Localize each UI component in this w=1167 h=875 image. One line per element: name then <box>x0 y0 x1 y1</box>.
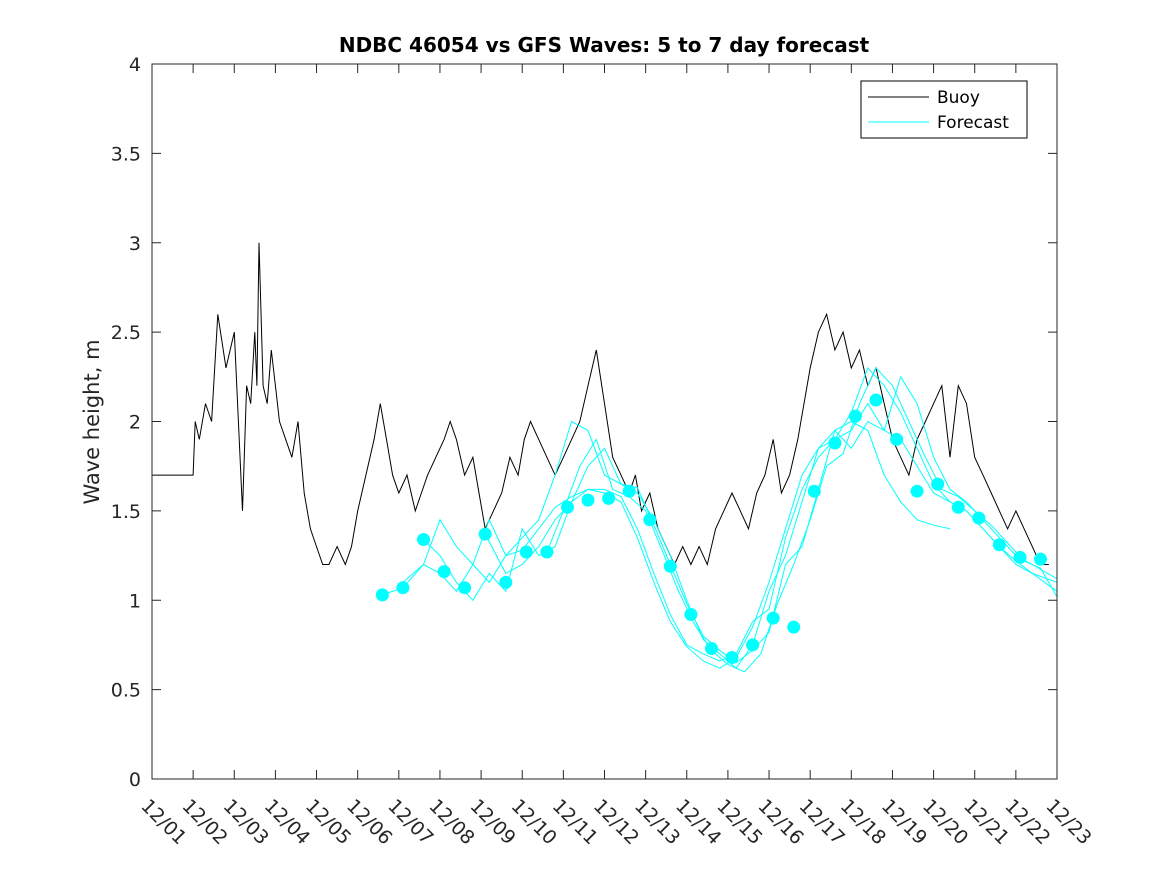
forecast-point <box>540 545 554 559</box>
forecast-point <box>705 642 718 655</box>
y-tick-label: 0.5 <box>111 680 141 702</box>
forecast-point <box>478 527 492 541</box>
forecast-point <box>972 511 986 525</box>
forecast-run-line-5 <box>546 367 1057 673</box>
forecast-point <box>581 493 595 507</box>
forecast-point <box>396 581 410 595</box>
y-tick-label: 2 <box>129 412 141 434</box>
forecast-point <box>684 608 698 621</box>
plot-area <box>152 242 1057 673</box>
forecast-point <box>746 638 760 652</box>
forecast-point <box>417 533 430 546</box>
plot-series <box>152 242 1057 673</box>
forecast-point <box>869 393 883 407</box>
forecast-point <box>992 538 1006 552</box>
chart-title: NDBC 46054 vs GFS Waves: 5 to 7 day fore… <box>339 33 870 57</box>
legend-box <box>860 80 1028 139</box>
y-tick-label: 4 <box>129 54 141 76</box>
forecast-point <box>931 477 945 491</box>
forecast-point <box>890 432 904 446</box>
forecast-point <box>910 484 924 498</box>
forecast-point <box>766 611 780 625</box>
y-tick-label: 3.5 <box>111 143 141 165</box>
legend: Buoy Forecast <box>860 80 1028 139</box>
axes <box>151 63 1058 780</box>
y-tick-label: 1.5 <box>111 501 141 523</box>
forecast-point <box>828 436 842 450</box>
forecast-point <box>375 588 389 602</box>
forecast-point <box>561 500 574 514</box>
forecast-point <box>1034 552 1047 566</box>
y-tick-label: 3 <box>129 233 141 255</box>
forecast-point <box>458 581 472 595</box>
forecast-point <box>602 491 616 505</box>
y-axis-label: Wave height, m <box>80 339 104 504</box>
forecast-point <box>725 651 739 664</box>
y-tick-label: 2.5 <box>111 322 141 344</box>
forecast-point <box>807 484 821 498</box>
forecast-point <box>437 565 451 579</box>
buoy-series-line <box>152 242 1049 567</box>
forecast-point <box>951 500 965 514</box>
forecast-point <box>519 545 533 559</box>
forecast-point <box>1013 550 1027 564</box>
forecast-point <box>848 409 862 423</box>
forecast-point <box>622 484 636 498</box>
forecast-run-line-1 <box>382 402 1057 662</box>
legend-forecast-label: Forecast <box>937 113 1009 133</box>
forecast-point <box>643 513 657 527</box>
y-tick-label: 1 <box>129 590 141 612</box>
forecast-point <box>499 575 513 589</box>
legend-buoy-label: Buoy <box>937 88 980 108</box>
y-tick-label: 0 <box>129 769 141 791</box>
forecast-point <box>787 620 801 634</box>
forecast-point <box>663 559 677 573</box>
